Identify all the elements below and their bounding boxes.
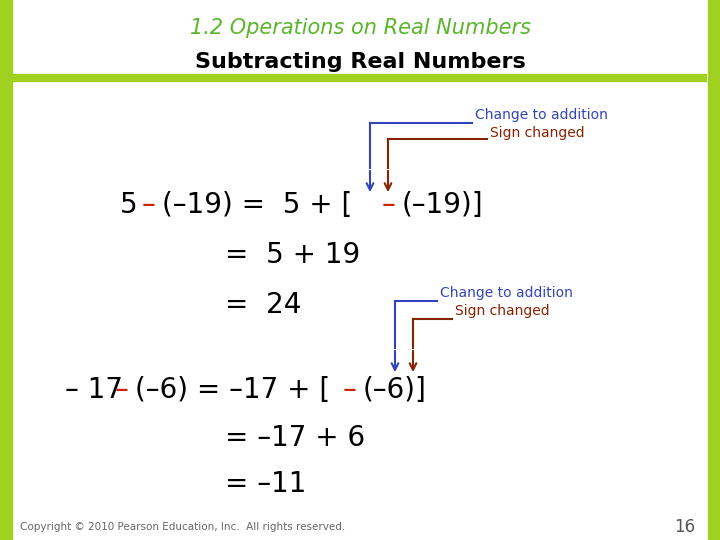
Text: – 17: – 17 <box>65 376 123 404</box>
Text: = –11: = –11 <box>225 470 307 498</box>
Text: =  5 + 19: = 5 + 19 <box>225 241 360 269</box>
Text: Change to addition: Change to addition <box>475 108 608 122</box>
Text: 5: 5 <box>120 191 138 219</box>
Bar <box>708 0 720 540</box>
Text: Copyright © 2010 Pearson Education, Inc.  All rights reserved.: Copyright © 2010 Pearson Education, Inc.… <box>20 522 346 532</box>
Text: –: – <box>142 191 156 219</box>
Text: Sign changed: Sign changed <box>455 304 549 318</box>
Text: 1.2 Operations on Real Numbers: 1.2 Operations on Real Numbers <box>189 18 531 38</box>
Text: (–6)]: (–6)] <box>363 376 427 404</box>
Text: (–19)]: (–19)] <box>402 191 484 219</box>
Text: (–6) = –17 + [: (–6) = –17 + [ <box>135 376 330 404</box>
Text: Subtracting Real Numbers: Subtracting Real Numbers <box>194 52 526 72</box>
Text: –: – <box>115 376 129 404</box>
Text: –: – <box>343 376 357 404</box>
Text: 16: 16 <box>674 518 695 536</box>
Text: (–19) =  5 + [: (–19) = 5 + [ <box>162 191 352 219</box>
Bar <box>0 0 12 540</box>
Text: Change to addition: Change to addition <box>440 286 573 300</box>
Text: =  24: = 24 <box>225 291 302 319</box>
Text: Sign changed: Sign changed <box>490 126 585 140</box>
Text: –: – <box>382 191 396 219</box>
Text: = –17 + 6: = –17 + 6 <box>225 424 365 452</box>
